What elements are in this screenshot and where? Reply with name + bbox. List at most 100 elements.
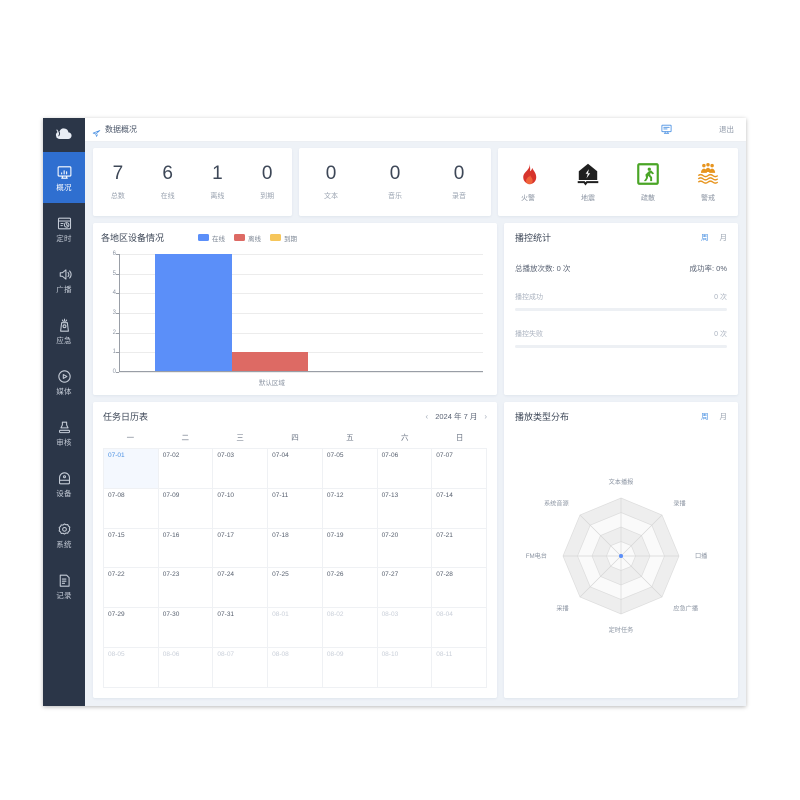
legend-item-online[interactable]: 在线	[198, 233, 225, 243]
calendar-grid: 07-01 07-02 07-03 07-04 07-05 07-06 07-07 07-08…	[103, 448, 487, 688]
emergency-icon	[56, 317, 73, 334]
calendar-day-cell[interactable]: 07-09	[158, 488, 214, 529]
calendar-day-cell[interactable]: 08-08	[268, 648, 323, 688]
calendar-day-cell[interactable]: 07-19	[322, 528, 378, 569]
legend-label: 到期	[284, 235, 298, 243]
calendar-day-cell[interactable]: 07-16	[158, 528, 214, 569]
weekday-label: 五	[346, 433, 354, 442]
row-value: 0 次	[714, 331, 727, 338]
chevron-left-icon[interactable]: ‹	[425, 412, 429, 421]
stat-recording[interactable]: 0 录音	[427, 164, 491, 201]
toggle-month[interactable]: 月	[719, 233, 728, 242]
calendar-day-cell[interactable]: 07-28	[432, 568, 487, 609]
calendar-day-cell[interactable]: 07-01	[104, 449, 159, 489]
bar-离线[interactable]	[231, 352, 309, 372]
calendar-day-cell[interactable]: 08-07	[213, 648, 269, 688]
radar-axis-label: FM电台	[526, 552, 547, 560]
stat-label: 总数	[110, 192, 125, 200]
toggle-week[interactable]: 周	[701, 233, 709, 242]
gear-icon	[56, 521, 73, 538]
bar-series	[119, 254, 483, 372]
calendar-day-cell[interactable]: 07-04	[268, 449, 323, 489]
stat-online[interactable]: 6 在线	[143, 164, 193, 201]
calendar-day-cell[interactable]: 08-02	[322, 608, 378, 649]
y-tick-mark	[116, 293, 119, 295]
calendar-day-cell[interactable]: 07-31	[213, 608, 269, 649]
calendar-day-cell[interactable]: 07-10	[213, 488, 269, 529]
toggle-week[interactable]: 周	[701, 412, 709, 421]
exit-button[interactable]: 退出	[719, 125, 734, 134]
calendar-day-cell[interactable]: 07-20	[377, 528, 433, 569]
row-label: 播控成功	[515, 294, 543, 301]
bar-chart: 0 1 2 3 4 5 6 默认区域	[101, 250, 487, 389]
calendar-day-cell[interactable]: 07-27	[377, 568, 433, 609]
emergency-earthquake[interactable]: 地震	[558, 161, 618, 203]
calendar-day-cell[interactable]: 07-25	[268, 568, 323, 609]
sidebar-item-schedule[interactable]: 定时	[43, 203, 85, 254]
calendar-day-cell[interactable]: 07-13	[377, 488, 433, 529]
calendar-day-cell[interactable]: 07-12	[322, 488, 378, 529]
stat-offline[interactable]: 1 离线	[193, 164, 243, 201]
calendar-day-cell[interactable]: 07-06	[377, 449, 433, 489]
calendar-day-cell[interactable]: 08-01	[268, 608, 323, 649]
sidebar-item-label: 系统	[56, 539, 72, 549]
calendar-day-cell[interactable]: 07-18	[268, 528, 323, 569]
calendar-day-cell[interactable]: 07-22	[104, 568, 159, 609]
calendar-day-cell[interactable]: 07-07	[432, 449, 487, 489]
chart-row: 各地区设备情况 在线 离线	[93, 223, 738, 395]
emergency-evacuate[interactable]: 疏散	[618, 161, 678, 203]
radar-spoke	[620, 555, 663, 597]
sidebar-item-label: 应急	[56, 335, 72, 345]
calendar-day-cell[interactable]: 07-21	[432, 528, 487, 569]
calendar-day-cell[interactable]: 08-09	[322, 648, 378, 688]
calendar-day-cell[interactable]: 07-14	[432, 488, 487, 529]
calendar-day-cell[interactable]: 08-10	[377, 648, 433, 688]
sidebar-item-system[interactable]: 系统	[43, 509, 85, 560]
sidebar-item-device[interactable]: 设备	[43, 458, 85, 509]
emergency-fire[interactable]: 火警	[498, 161, 558, 203]
calendar-day-cell[interactable]: 07-15	[104, 528, 159, 569]
calendar-day-cell[interactable]: 07-26	[322, 568, 378, 609]
calendar-day-cell[interactable]: 07-17	[213, 528, 269, 569]
calendar-day-cell[interactable]: 07-30	[158, 608, 214, 649]
sidebar-item-emergency[interactable]: 应急	[43, 305, 85, 356]
legend-item-offline[interactable]: 离线	[234, 233, 261, 243]
bottom-row: 任务日历表 ‹ 2024 年 7 月 › 一二三四五六日 07-01 07-02 0…	[93, 402, 738, 698]
legend-item-expired[interactable]: 到期	[270, 233, 297, 243]
calendar-day-cell[interactable]: 08-11	[432, 648, 487, 688]
radar-axis-label: 定时任务	[609, 626, 634, 634]
radar-axis-label: 系统音源	[544, 499, 569, 507]
calendar-day-cell[interactable]: 07-02	[158, 449, 214, 489]
calendar-day-cell[interactable]: 07-29	[104, 608, 159, 649]
chevron-right-icon[interactable]: ›	[484, 412, 487, 421]
sidebar-item-overview[interactable]: 概况	[43, 152, 85, 203]
bar-在线[interactable]	[155, 254, 232, 372]
stat-total[interactable]: 7 总数	[93, 164, 143, 201]
calendar-day-cell[interactable]: 08-05	[104, 648, 159, 688]
y-tick-mark	[116, 372, 119, 373]
sidebar-item-review[interactable]: 审核	[43, 407, 85, 458]
dashboard-icon	[56, 164, 73, 181]
stat-label: 录音	[452, 192, 466, 200]
calendar-day-cell[interactable]: 07-05	[322, 449, 378, 489]
stat-label: 到期	[260, 192, 275, 200]
calendar-day-cell[interactable]: 07-03	[213, 449, 269, 489]
calendar-day-cell[interactable]: 08-03	[377, 608, 433, 649]
legend-label: 在线	[212, 235, 226, 243]
sidebar-item-broadcast[interactable]: 广播	[43, 254, 85, 305]
sidebar-item-records[interactable]: 记录	[43, 560, 85, 611]
screen-icon[interactable]	[660, 123, 673, 136]
emergency-alert[interactable]: 警戒	[678, 161, 738, 203]
stat-label: 离线	[210, 192, 225, 200]
sidebar-item-media[interactable]: 媒体	[43, 356, 85, 407]
calendar-day-cell[interactable]: 07-24	[213, 568, 269, 609]
stat-text[interactable]: 0 文本	[299, 164, 363, 201]
calendar-day-cell[interactable]: 07-08	[104, 488, 159, 529]
toggle-month[interactable]: 月	[719, 412, 728, 421]
calendar-day-cell[interactable]: 07-23	[158, 568, 214, 609]
stat-expired[interactable]: 0 到期	[242, 164, 292, 201]
calendar-day-cell[interactable]: 08-04	[432, 608, 487, 649]
calendar-day-cell[interactable]: 07-11	[268, 488, 323, 529]
stat-music[interactable]: 0 音乐	[363, 164, 427, 201]
calendar-day-cell[interactable]: 08-06	[158, 648, 214, 688]
